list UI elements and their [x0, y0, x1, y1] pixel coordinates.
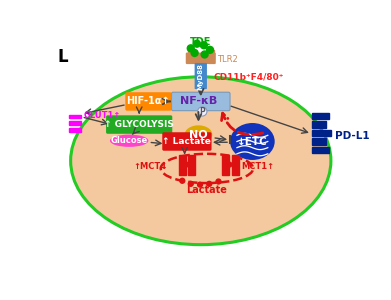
- Text: Glucose: Glucose: [111, 136, 148, 145]
- Circle shape: [180, 178, 185, 183]
- Circle shape: [201, 42, 207, 49]
- FancyBboxPatch shape: [125, 92, 172, 111]
- Circle shape: [187, 45, 194, 52]
- Circle shape: [188, 182, 193, 186]
- Bar: [188, 154, 196, 175]
- Text: TDE: TDE: [190, 37, 212, 47]
- Text: NF-κB: NF-κB: [180, 96, 217, 106]
- FancyBboxPatch shape: [106, 115, 172, 134]
- Circle shape: [201, 51, 208, 58]
- Bar: [312, 122, 326, 128]
- Bar: [312, 147, 328, 153]
- Text: Lactate: Lactate: [187, 185, 228, 195]
- Circle shape: [227, 162, 232, 167]
- Bar: [231, 154, 239, 175]
- Text: ↑ Lactate: ↑ Lactate: [163, 137, 212, 146]
- Ellipse shape: [230, 123, 275, 160]
- Text: ↓ETC: ↓ETC: [237, 136, 268, 146]
- FancyBboxPatch shape: [195, 63, 207, 89]
- FancyArrowPatch shape: [222, 113, 263, 135]
- Bar: [69, 128, 81, 132]
- Circle shape: [216, 179, 221, 184]
- Text: NO: NO: [189, 130, 208, 140]
- Text: MCT1↑: MCT1↑: [241, 162, 274, 171]
- Bar: [208, 50, 214, 59]
- FancyBboxPatch shape: [186, 52, 216, 64]
- Text: ↑ GLYCOLYSIS: ↑ GLYCOLYSIS: [104, 120, 174, 129]
- Text: L: L: [57, 47, 68, 65]
- FancyBboxPatch shape: [162, 132, 212, 151]
- Circle shape: [194, 40, 201, 47]
- Bar: [312, 113, 328, 119]
- Circle shape: [198, 107, 207, 116]
- Ellipse shape: [110, 135, 149, 147]
- Text: HIF-1α↑: HIF-1α↑: [127, 96, 170, 106]
- Ellipse shape: [185, 125, 212, 144]
- Circle shape: [206, 46, 213, 53]
- Ellipse shape: [71, 77, 331, 245]
- FancyBboxPatch shape: [172, 92, 230, 111]
- Circle shape: [184, 162, 189, 167]
- Text: P: P: [199, 107, 205, 116]
- Bar: [179, 154, 186, 175]
- Text: ↑MCT4: ↑MCT4: [134, 162, 167, 171]
- Text: GLUT1↑: GLUT1↑: [84, 111, 121, 120]
- Bar: [69, 115, 81, 119]
- Bar: [312, 130, 331, 136]
- Bar: [222, 154, 229, 175]
- Text: TLR2: TLR2: [217, 55, 238, 64]
- Text: MyD88: MyD88: [198, 62, 204, 89]
- Text: CD11b⁺F4/80⁺: CD11b⁺F4/80⁺: [214, 72, 284, 81]
- Circle shape: [197, 182, 203, 187]
- Text: PD-L1: PD-L1: [335, 131, 369, 141]
- Bar: [69, 122, 81, 125]
- Circle shape: [207, 182, 212, 186]
- Bar: [312, 138, 326, 145]
- Circle shape: [191, 50, 198, 56]
- Bar: [188, 50, 193, 59]
